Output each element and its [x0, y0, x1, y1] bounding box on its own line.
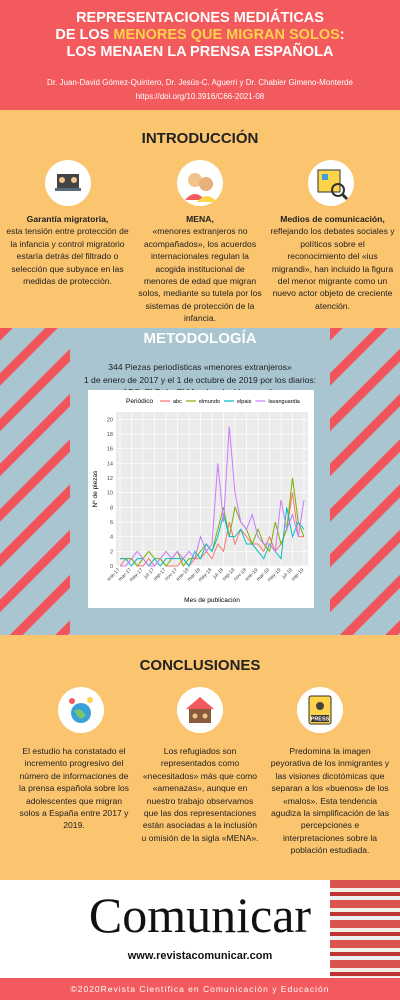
- y-tick-label: 16: [107, 447, 113, 453]
- doi: https://doi.org/10.3916/C66-2021-08: [135, 92, 265, 101]
- icon: [308, 160, 354, 206]
- section-heading: CONCLUSIONES: [139, 657, 261, 674]
- legend-title: Periódico: [126, 398, 153, 405]
- y-tick-label: 14: [107, 461, 113, 467]
- header: REPRESENTACIONES MEDIÁTICAS DE LOS MENOR…: [0, 0, 400, 110]
- chart: 02468101214161820ene-17mar-17may-17jul-1…: [88, 390, 314, 608]
- conclusion-column: Predomina la imagen peyorativa de los in…: [270, 746, 390, 856]
- title-line: LOS MENAEN LA PRENSA ESPAÑOLA: [66, 44, 334, 60]
- column-title: MENA,: [186, 214, 214, 224]
- x-tick-label: sep-19: [290, 567, 305, 582]
- intro-column: Garantía migratoria, esta tensión entre p…: [5, 213, 130, 287]
- legend-label: elmundo: [199, 399, 220, 405]
- column-title: Medios de comunicación,: [280, 214, 385, 224]
- y-tick-label: 6: [110, 520, 113, 526]
- y-tick-label: 0: [110, 564, 113, 570]
- y-tick-label: 2: [110, 549, 113, 555]
- column-text: reflejando los debates sociales y políti…: [270, 226, 395, 311]
- y-tick-label: 20: [107, 417, 113, 423]
- y-tick-label: 8: [110, 505, 113, 511]
- y-axis-label: Nº de piezas: [92, 470, 99, 507]
- method-line: 1 de enero de 2017 y el 1 de octubre de …: [83, 374, 317, 385]
- column-text: «menores extranjeros no acompañados», lo…: [138, 226, 262, 324]
- icon-text: PRESS: [311, 717, 330, 723]
- title-highlight: MENORES QUE MIGRAN SOLOS: [113, 27, 340, 43]
- title-line: DE LOS MENORES QUE MIGRAN SOLOS:: [0, 27, 400, 44]
- authors: Dr. Juan-David Gómez-Quintero, Dr. Jesús…: [47, 78, 353, 87]
- conclusion-column: Los refugiados son representados como «n…: [141, 746, 259, 843]
- title: REPRESENTACIONES MEDIÁTICAS DE LOS MENOR…: [0, 10, 400, 61]
- intro-section: INTRODUCCIÓN Garantía migratoria, esta te…: [0, 110, 400, 328]
- stripes: [330, 328, 400, 635]
- title-part: DE LOS: [55, 27, 114, 43]
- copyright-bar: ©2020Revista Científica en Comunicación …: [0, 978, 400, 1000]
- title-part: :: [339, 27, 345, 43]
- icon: [177, 160, 223, 206]
- y-tick-label: 12: [107, 476, 113, 482]
- intro-column: MENA, «menores extranjeros no acompañados…: [138, 213, 262, 325]
- column-text: esta tensión entre protección de la infa…: [6, 226, 129, 287]
- series-line: [119, 492, 304, 567]
- footer: Comunicar www.revistacomunicar.com: [0, 880, 400, 978]
- logo: Comunicar: [88, 887, 312, 943]
- legend-label: abc: [173, 399, 182, 405]
- conclusions-section: CONCLUSIONES PRESS El estudio ha constat…: [0, 635, 400, 880]
- y-tick-label: 18: [107, 432, 113, 438]
- copyright: ©2020Revista Científica en Comunicación …: [70, 984, 330, 994]
- intro-column: Medios de comunicación, reflejando los de…: [270, 213, 395, 312]
- method-section: METODOLOGÍA 344 Piezas periodísticas «me…: [0, 328, 400, 635]
- method-line: 344 Piezas periodísticas «menores extran…: [108, 362, 292, 372]
- books-image: [330, 880, 400, 978]
- y-tick-label: 10: [107, 491, 113, 497]
- title-line: REPRESENTACIONES MEDIÁTICAS: [76, 10, 324, 26]
- section-heading: INTRODUCCIÓN: [141, 130, 259, 147]
- column-title: Garantía migratoria,: [26, 214, 109, 224]
- y-tick-label: 4: [110, 535, 113, 541]
- icon: [45, 160, 91, 206]
- icon: [177, 687, 223, 733]
- legend-label: elpais: [237, 399, 252, 405]
- x-axis-label: Mes de publicación: [184, 597, 240, 604]
- series-line: [120, 426, 305, 567]
- section-heading: METODOLOGÍA: [143, 330, 257, 347]
- icon: [58, 687, 104, 733]
- stripes: [0, 328, 70, 635]
- url: www.revistacomunicar.com: [127, 950, 273, 962]
- icon: PRESS: [297, 687, 343, 733]
- conclusion-column: El estudio ha constatado el incremento p…: [19, 746, 129, 831]
- legend-label: lavanguardia: [268, 399, 300, 405]
